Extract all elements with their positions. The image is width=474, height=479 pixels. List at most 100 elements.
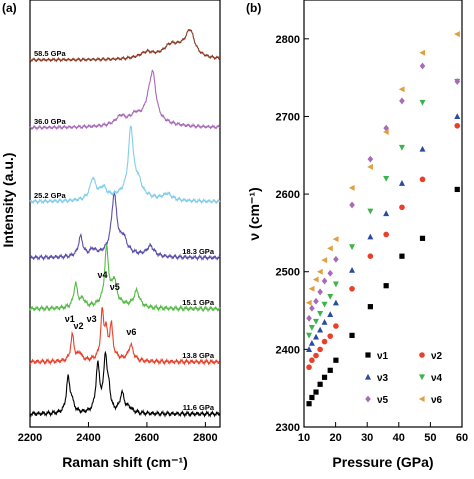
data-point xyxy=(321,257,328,264)
data-point xyxy=(317,346,323,353)
panel-a-y-axis-title: Intensity (a.u.) xyxy=(0,153,16,248)
panel-b-legend: ν1 ν2 ν3 ν4 ν5 ν6 xyxy=(365,351,443,406)
spectrum-line xyxy=(29,244,221,313)
data-point xyxy=(419,62,426,70)
data-point xyxy=(399,253,405,259)
data-point xyxy=(367,155,374,163)
data-point xyxy=(332,236,339,243)
data-point xyxy=(305,299,312,306)
data-point xyxy=(454,186,460,193)
data-point xyxy=(367,163,373,170)
data-point xyxy=(308,339,315,346)
data-point xyxy=(317,311,324,317)
panel-b-y-axis-title: ν (cm⁻¹) xyxy=(246,187,262,240)
spectrum-line xyxy=(29,28,221,63)
data-point xyxy=(308,325,315,331)
data-point xyxy=(306,314,312,322)
data-point xyxy=(367,233,374,240)
y-tick-label: 2300 xyxy=(276,422,300,434)
peak-label: ν4 xyxy=(97,270,107,280)
data-point xyxy=(306,346,313,352)
series-label: 36.0 GPa xyxy=(34,117,67,126)
data-point xyxy=(309,394,315,401)
data-point xyxy=(348,184,355,191)
legend-label: ν6 xyxy=(431,395,443,406)
panel-a-label: (a) xyxy=(2,1,17,15)
spectrum-line xyxy=(29,125,221,205)
data-point xyxy=(317,326,324,333)
data-point xyxy=(383,231,389,238)
legend-label: ν4 xyxy=(431,373,443,384)
data-point xyxy=(321,374,328,380)
data-point xyxy=(327,245,333,252)
data-point xyxy=(398,144,405,151)
data-point xyxy=(349,244,356,251)
data-point xyxy=(419,99,426,106)
y-tick-label: 2700 xyxy=(276,111,300,123)
legend-label: ν5 xyxy=(377,395,389,406)
series-label: 11.6 GPa xyxy=(183,403,215,412)
panel-a-x-ticks: 2200 2400 2600 2800 xyxy=(18,422,218,444)
series-label: 13.8 GPa xyxy=(182,351,215,360)
data-point xyxy=(398,86,405,93)
legend-label: ν1 xyxy=(377,351,389,362)
x-tick-label: 30 xyxy=(361,432,373,444)
data-point xyxy=(306,364,312,371)
data-point xyxy=(383,283,389,289)
y-tick-label: 2400 xyxy=(276,344,300,356)
peak-label: ν5 xyxy=(110,282,120,292)
panel-b-ticks: 10 20 30 40 50 60 2300 2400 2500 2600 2700 2800 xyxy=(276,34,469,444)
data-point xyxy=(306,401,312,407)
data-point xyxy=(312,276,319,283)
series-label: 18.3 GPa xyxy=(182,247,215,256)
data-point xyxy=(419,176,426,183)
panel-b-label: (b) xyxy=(246,1,261,15)
data-point xyxy=(321,338,328,345)
data-point xyxy=(327,311,334,318)
data-point xyxy=(383,210,390,217)
series-label: 25.2 GPa xyxy=(34,191,67,200)
data-point xyxy=(321,301,328,308)
data-point xyxy=(419,352,425,358)
data-point xyxy=(333,357,339,363)
spectrum-line xyxy=(29,69,221,131)
peak-label: ν3 xyxy=(87,314,97,324)
data-point xyxy=(321,318,328,325)
data-point xyxy=(454,122,461,129)
panel-a-curves: 11.6 GPa 13.8 GPa 15.1 GPa 18.3 GPa 25.2 GPa… xyxy=(29,28,221,418)
data-point xyxy=(327,333,334,339)
data-point xyxy=(367,253,374,259)
data-point xyxy=(321,277,328,285)
data-point xyxy=(309,304,315,312)
panel-a-x-axis-title: Raman shift (cm⁻¹) xyxy=(62,454,188,470)
spectrum-line xyxy=(29,350,221,418)
y-tick-label: 2600 xyxy=(276,189,300,201)
data-point xyxy=(317,288,323,296)
x-tick-label: 2200 xyxy=(18,432,42,444)
panel-b-frame xyxy=(303,0,463,428)
x-tick-label: 2800 xyxy=(193,432,217,444)
series-label: 15.1 GPa xyxy=(182,298,215,307)
x-tick-label: 2600 xyxy=(135,432,159,444)
panel-b-x-axis-title: Pressure (GPa) xyxy=(332,454,433,470)
x-tick-label: 40 xyxy=(393,432,405,444)
data-point xyxy=(367,208,374,215)
data-point xyxy=(327,293,334,300)
data-point xyxy=(419,145,426,152)
data-point xyxy=(383,175,390,182)
x-tick-label: 20 xyxy=(329,432,341,444)
data-point xyxy=(454,31,460,38)
data-point xyxy=(454,78,461,85)
data-point xyxy=(349,201,355,209)
data-point xyxy=(333,255,339,263)
data-point xyxy=(365,395,371,403)
data-point xyxy=(327,269,334,277)
legend-label: ν2 xyxy=(431,351,443,362)
data-point xyxy=(332,281,339,288)
data-point xyxy=(398,180,405,186)
data-point xyxy=(418,396,425,402)
data-point xyxy=(419,49,426,56)
